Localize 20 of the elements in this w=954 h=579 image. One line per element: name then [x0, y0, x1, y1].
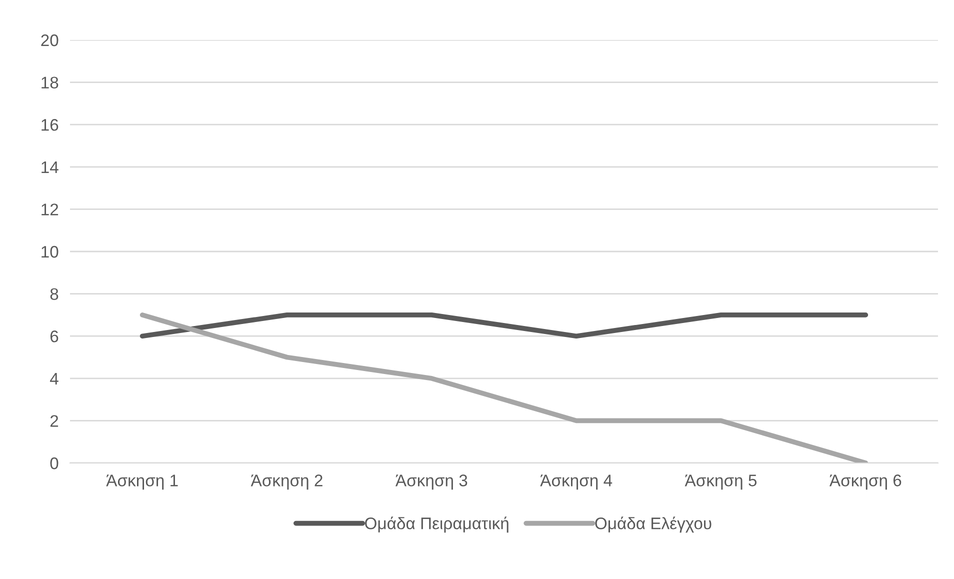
y-tick-label: 14	[42, 161, 58, 173]
x-tick-label: Άσκηση 1	[106, 474, 178, 490]
y-tick-label: 20	[41, 34, 58, 46]
line-series	[140, 312, 868, 463]
y-tick-label: 2	[50, 415, 58, 427]
legend-label: Ομάδα Ελέγχου	[595, 516, 712, 533]
y-tick-label: 12	[42, 204, 58, 216]
y-tick-label: 16	[42, 119, 58, 131]
y-tick-label: 8	[50, 288, 58, 300]
y-tick-label: 4	[50, 372, 58, 384]
x-tick-label: Άσκηση 2	[250, 474, 322, 490]
legend-label: Ομάδα Πειραματική	[365, 516, 508, 533]
x-tick-label: Άσκηση 6	[829, 474, 902, 490]
x-tick-label: Άσκηση 5	[684, 474, 757, 490]
y-tick-label: 0	[50, 457, 58, 470]
y-tick-label: 6	[50, 330, 58, 342]
y-tick-label: 18	[42, 76, 58, 89]
x-tick-label: Άσκηση 3	[395, 474, 468, 490]
x-tick-label: Άσκηση 4	[540, 474, 612, 490]
y-tick-label: 10	[42, 246, 58, 258]
